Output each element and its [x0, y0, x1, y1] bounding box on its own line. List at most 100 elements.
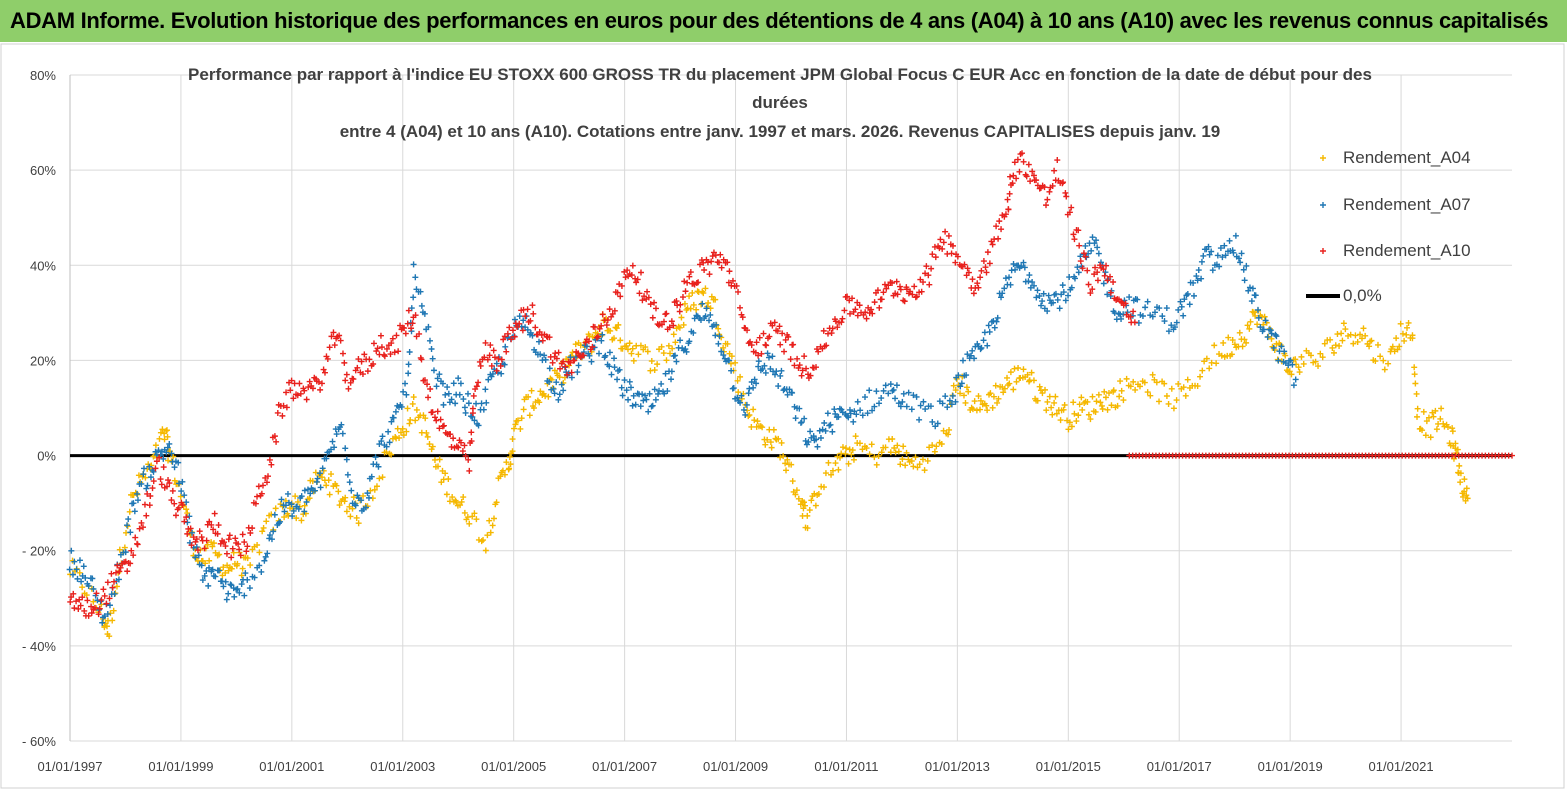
data-point	[1165, 328, 1172, 335]
y-tick-label: 0%	[37, 449, 56, 464]
data-point	[424, 433, 431, 440]
data-point	[1419, 427, 1426, 434]
data-point	[1307, 352, 1314, 359]
data-point	[452, 400, 459, 407]
data-point	[1054, 157, 1061, 164]
x-tick-label: 01/01/2001	[259, 759, 324, 774]
data-point	[1134, 296, 1141, 303]
data-point	[79, 584, 86, 591]
data-point	[908, 406, 915, 413]
data-point	[1368, 337, 1375, 344]
data-point	[946, 397, 953, 404]
data-point	[353, 514, 360, 521]
data-point	[567, 359, 574, 366]
data-point	[336, 502, 343, 509]
data-point	[519, 327, 526, 334]
data-point	[1217, 245, 1224, 252]
data-point	[1237, 259, 1244, 266]
data-point	[737, 399, 744, 406]
data-point	[146, 463, 153, 470]
data-point	[712, 332, 719, 339]
data-point	[1104, 277, 1111, 284]
data-point	[324, 355, 331, 362]
data-point	[389, 335, 396, 342]
data-point	[490, 515, 497, 522]
data-point	[846, 406, 853, 413]
data-point	[897, 403, 904, 410]
data-point	[1014, 156, 1021, 163]
data-point	[640, 397, 647, 404]
data-point	[1027, 284, 1034, 291]
data-point	[163, 483, 170, 490]
data-point	[501, 471, 508, 478]
data-point	[553, 355, 560, 362]
data-point	[683, 348, 690, 355]
data-point	[1034, 287, 1041, 294]
data-point	[910, 463, 917, 470]
data-point	[518, 415, 525, 422]
data-point	[993, 223, 1000, 230]
data-point	[1076, 242, 1083, 249]
data-point	[866, 387, 873, 394]
data-point	[828, 330, 835, 337]
data-point	[553, 379, 560, 386]
data-point	[157, 429, 164, 436]
data-point	[1118, 387, 1125, 394]
data-point	[283, 389, 290, 396]
data-point	[386, 439, 393, 446]
data-point	[1241, 277, 1248, 284]
data-point	[704, 259, 711, 266]
data-point	[80, 563, 87, 570]
data-point	[832, 410, 839, 417]
data-point	[1018, 263, 1025, 270]
data-point	[520, 406, 527, 413]
data-point	[315, 378, 322, 385]
data-point	[1216, 263, 1223, 270]
data-point	[1163, 305, 1170, 312]
data-point	[835, 466, 842, 473]
data-point	[1427, 434, 1434, 441]
data-point	[376, 475, 383, 482]
legend-item: 0,0%	[1306, 286, 1382, 305]
data-point	[520, 317, 527, 324]
data-point	[208, 521, 215, 528]
data-point	[687, 305, 694, 312]
data-point	[944, 404, 951, 411]
data-point	[292, 493, 299, 500]
data-point	[377, 332, 384, 339]
data-point	[996, 218, 1003, 225]
data-point	[690, 329, 697, 336]
data-point	[1433, 426, 1440, 433]
data-point	[126, 508, 133, 515]
data-point	[1030, 282, 1037, 289]
data-point	[1264, 334, 1271, 341]
data-point	[1374, 341, 1381, 348]
data-point	[1009, 180, 1016, 187]
data-point	[247, 530, 254, 537]
data-point	[1015, 364, 1022, 371]
data-point	[1352, 332, 1359, 339]
data-point	[829, 428, 836, 435]
data-point	[1456, 462, 1463, 469]
data-point	[887, 381, 894, 388]
data-point	[1075, 269, 1082, 276]
data-point	[1024, 371, 1031, 378]
data-point	[73, 566, 80, 573]
data-point	[971, 398, 978, 405]
data-point	[797, 419, 804, 426]
data-point	[984, 407, 991, 414]
data-point	[222, 578, 229, 585]
data-point	[483, 399, 490, 406]
data-point	[784, 456, 791, 463]
data-point	[171, 500, 178, 507]
data-point	[1023, 173, 1030, 180]
data-point	[1052, 393, 1059, 400]
data-point	[759, 424, 766, 431]
data-point	[820, 327, 827, 334]
data-point	[1062, 297, 1069, 304]
data-point	[964, 351, 971, 358]
data-point	[1509, 452, 1515, 459]
data-point	[804, 512, 811, 519]
data-point	[1213, 360, 1220, 367]
